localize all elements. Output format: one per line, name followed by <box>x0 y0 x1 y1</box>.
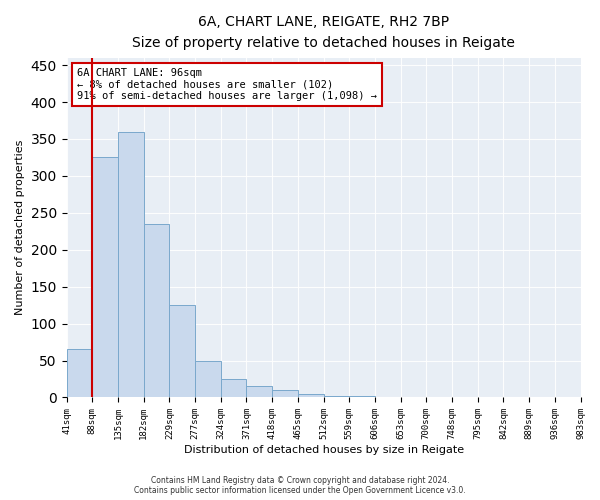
Bar <box>272 390 298 398</box>
Bar <box>452 396 478 398</box>
Bar <box>375 396 401 398</box>
Text: Contains HM Land Registry data © Crown copyright and database right 2024.
Contai: Contains HM Land Registry data © Crown c… <box>134 476 466 495</box>
Bar <box>118 132 144 398</box>
Y-axis label: Number of detached properties: Number of detached properties <box>15 140 25 316</box>
Bar <box>298 394 323 398</box>
Bar <box>195 360 221 398</box>
Bar <box>169 305 195 398</box>
Bar <box>67 350 92 398</box>
X-axis label: Distribution of detached houses by size in Reigate: Distribution of detached houses by size … <box>184 445 464 455</box>
Text: 6A CHART LANE: 96sqm
← 8% of detached houses are smaller (102)
91% of semi-detac: 6A CHART LANE: 96sqm ← 8% of detached ho… <box>77 68 377 101</box>
Bar <box>144 224 169 398</box>
Bar <box>221 379 247 398</box>
Bar <box>247 386 272 398</box>
Bar <box>92 158 118 398</box>
Title: 6A, CHART LANE, REIGATE, RH2 7BP
Size of property relative to detached houses in: 6A, CHART LANE, REIGATE, RH2 7BP Size of… <box>132 15 515 50</box>
Bar <box>349 396 375 398</box>
Bar <box>555 396 581 398</box>
Bar <box>503 396 529 398</box>
Bar <box>323 396 349 398</box>
